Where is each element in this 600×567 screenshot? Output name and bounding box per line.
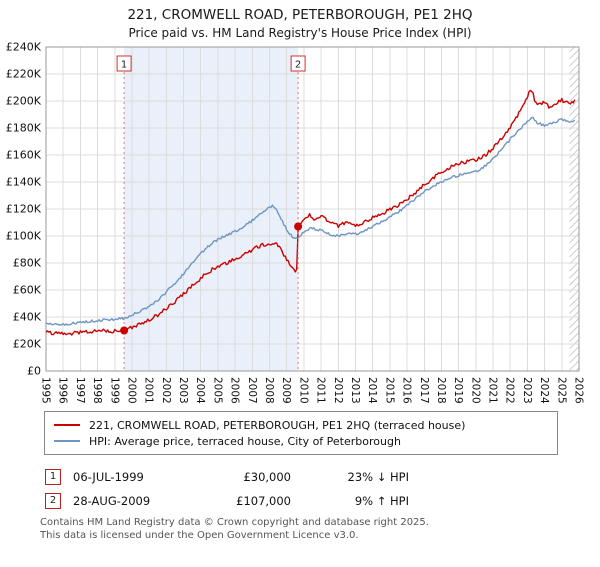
property-price-line bbox=[45, 89, 576, 336]
svg-text:£120K: £120K bbox=[6, 203, 42, 216]
footer-line-1: Contains HM Land Registry data © Crown c… bbox=[40, 517, 429, 528]
svg-text:1998: 1998 bbox=[91, 377, 103, 404]
sale-row-number-2: 2 bbox=[45, 493, 61, 509]
svg-text:2007: 2007 bbox=[246, 377, 258, 404]
svg-text:2018: 2018 bbox=[435, 377, 447, 404]
svg-text:2009: 2009 bbox=[280, 377, 292, 404]
svg-text:2005: 2005 bbox=[211, 377, 223, 404]
footer: Contains HM Land Registry data © Crown c… bbox=[40, 517, 600, 542]
svg-text:2015: 2015 bbox=[383, 377, 395, 404]
svg-text:2011: 2011 bbox=[315, 377, 327, 404]
sale-row-1: 1 06-JUL-1999 £30,000 23% ↓ HPI bbox=[45, 469, 600, 485]
svg-text:2004: 2004 bbox=[194, 377, 206, 404]
svg-text:2010: 2010 bbox=[297, 377, 309, 404]
svg-text:2025: 2025 bbox=[555, 377, 567, 404]
footer-line-2: This data is licensed under the Open Gov… bbox=[40, 529, 359, 541]
svg-text:2020: 2020 bbox=[469, 377, 481, 404]
svg-text:2002: 2002 bbox=[160, 377, 172, 404]
svg-text:1997: 1997 bbox=[74, 377, 86, 404]
svg-text:2013: 2013 bbox=[349, 377, 361, 404]
svg-text:£20K: £20K bbox=[13, 338, 42, 351]
svg-text:2019: 2019 bbox=[452, 377, 464, 404]
svg-text:2023: 2023 bbox=[521, 377, 533, 404]
legend-label: 221, CROMWELL ROAD, PETERBOROUGH, PE1 2H… bbox=[89, 418, 466, 432]
sale-number-2: 2 bbox=[295, 60, 301, 71]
svg-text:2014: 2014 bbox=[366, 377, 378, 404]
house-price-report: 221, CROMWELL ROAD, PETERBOROUGH, PE1 2H… bbox=[0, 7, 600, 542]
svg-text:1995: 1995 bbox=[40, 377, 52, 404]
sale-marker-group-1: 1 bbox=[116, 55, 132, 371]
sale-date: 06-JUL-1999 bbox=[73, 470, 144, 484]
svg-text:£0: £0 bbox=[27, 365, 41, 378]
sale-price: £107,000 bbox=[236, 494, 291, 508]
page-title: 221, CROMWELL ROAD, PETERBOROUGH, PE1 2H… bbox=[127, 7, 473, 23]
svg-text:2022: 2022 bbox=[504, 377, 516, 404]
sale-vs-hpi: 23% ↓ HPI bbox=[347, 470, 409, 484]
svg-text:1996: 1996 bbox=[57, 377, 69, 404]
svg-text:2026: 2026 bbox=[573, 377, 585, 404]
svg-text:£140K: £140K bbox=[6, 176, 42, 189]
svg-text:£160K: £160K bbox=[6, 149, 42, 162]
svg-text:£80K: £80K bbox=[13, 257, 42, 270]
legend-item-hpi[interactable]: HPI: Average price, terraced house, City… bbox=[54, 433, 548, 449]
price-history-chart[interactable]: 1 2 £0 £20K £40K £60K £80K £100K £120K £140K £160K… bbox=[0, 41, 600, 407]
y-axis-labels: £0 £20K £40K £60K £80K £100K £120K £140K £160K £1… bbox=[6, 41, 42, 378]
page-subtitle: Price paid vs. HM Land Registry's House … bbox=[128, 26, 472, 40]
hpi-line bbox=[45, 116, 576, 326]
sale-point-1[interactable] bbox=[120, 326, 129, 335]
gridlines bbox=[45, 46, 580, 372]
sale-row-2: 2 28-AUG-2009 £107,000 9% ↑ HPI bbox=[45, 493, 600, 509]
legend: 221, CROMWELL ROAD, PETERBOROUGH, PE1 2H… bbox=[44, 411, 558, 455]
svg-text:1999: 1999 bbox=[108, 377, 120, 404]
svg-text:2024: 2024 bbox=[538, 377, 550, 404]
svg-text:2017: 2017 bbox=[418, 377, 430, 404]
svg-text:2021: 2021 bbox=[487, 377, 499, 404]
svg-text:£200K: £200K bbox=[6, 95, 42, 108]
plot-frame bbox=[45, 46, 580, 372]
sale-annotations: 1 06-JUL-1999 £30,000 23% ↓ HPI 2 28-AUG-2009… bbox=[45, 469, 600, 509]
sale-number-box-2 bbox=[290, 55, 306, 72]
svg-text:£240K: £240K bbox=[6, 41, 42, 54]
svg-text:2016: 2016 bbox=[401, 377, 413, 404]
svg-text:2006: 2006 bbox=[229, 377, 241, 404]
sale-vs-hpi: 9% ↑ HPI bbox=[354, 494, 409, 508]
sale-price: £30,000 bbox=[243, 470, 291, 484]
legend-label: HPI: Average price, terraced house, City… bbox=[89, 434, 401, 448]
sale-point-2[interactable] bbox=[294, 222, 303, 231]
svg-text:£40K: £40K bbox=[13, 311, 42, 324]
legend-swatch bbox=[54, 440, 80, 442]
svg-text:£180K: £180K bbox=[6, 122, 42, 135]
x-axis-labels: 1995 1996 1997 1998 1999 2000 2001 2002 2003 2004… bbox=[40, 377, 585, 404]
sale-number-box-1 bbox=[116, 55, 132, 72]
sale-number-1: 1 bbox=[121, 60, 127, 71]
sale-row-number-1: 1 bbox=[45, 469, 61, 485]
svg-text:2001: 2001 bbox=[143, 377, 155, 404]
sale-marker-group-2: 2 bbox=[290, 55, 306, 371]
svg-text:2012: 2012 bbox=[332, 377, 344, 404]
svg-text:£220K: £220K bbox=[6, 68, 42, 81]
svg-text:£60K: £60K bbox=[13, 284, 42, 297]
svg-text:2003: 2003 bbox=[177, 377, 189, 404]
legend-item-property[interactable]: 221, CROMWELL ROAD, PETERBOROUGH, PE1 2H… bbox=[54, 417, 548, 433]
svg-text:2008: 2008 bbox=[263, 377, 275, 404]
legend-swatch bbox=[54, 424, 80, 426]
sale-date: 28-AUG-2009 bbox=[73, 494, 151, 508]
svg-text:£100K: £100K bbox=[6, 230, 42, 243]
svg-text:2000: 2000 bbox=[126, 377, 138, 404]
